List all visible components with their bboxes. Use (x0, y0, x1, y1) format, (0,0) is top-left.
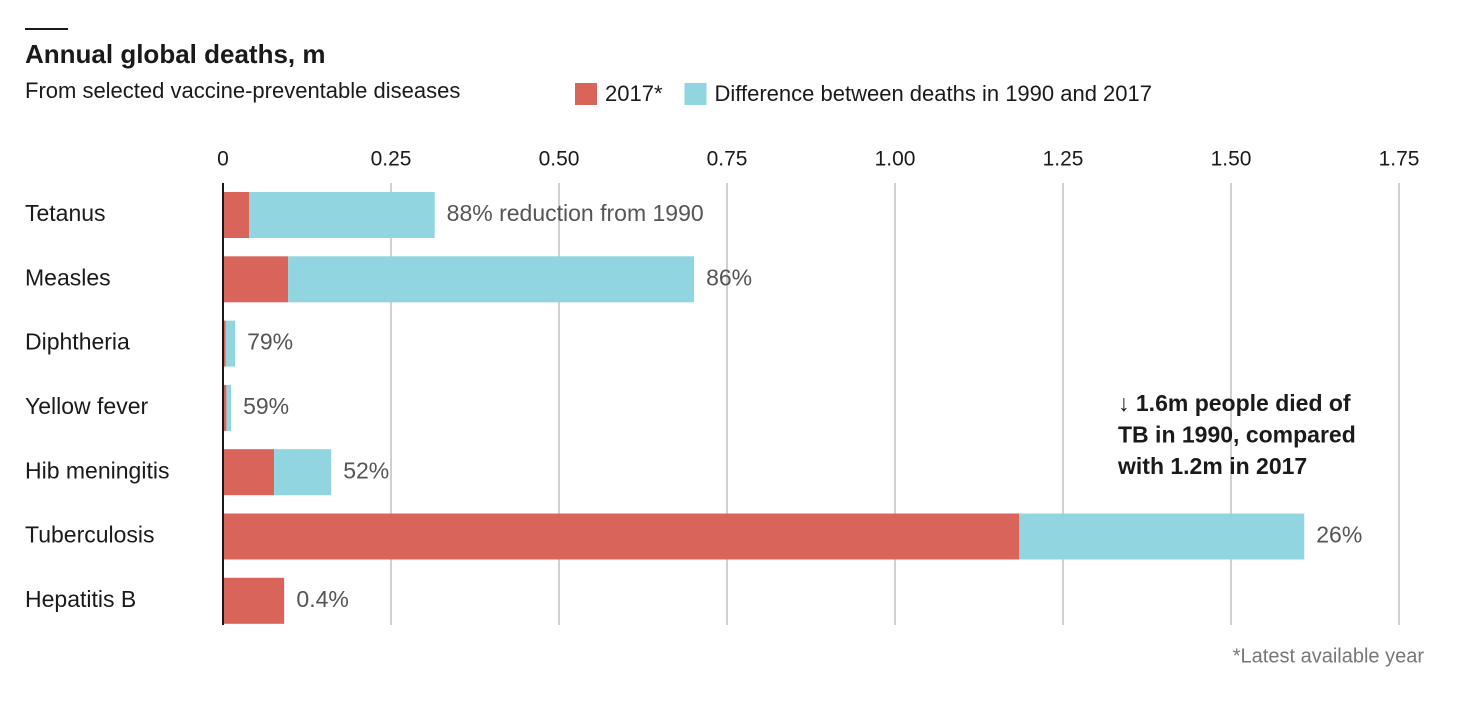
x-tick-label: 0.50 (539, 148, 580, 171)
annotation: TB in 1990, compared (1118, 422, 1356, 448)
y-tick-label: Hepatitis B (25, 586, 136, 612)
chart-subtitle: From selected vaccine-preventable diseas… (25, 78, 460, 103)
bar-segment (288, 256, 695, 303)
bar-segment (1019, 513, 1305, 560)
bar-segment (274, 449, 332, 496)
bar-segment (223, 577, 285, 624)
x-tick-label: 0.75 (707, 148, 748, 171)
x-tick-label: 1.50 (1211, 148, 1252, 171)
legend-swatch (684, 83, 707, 105)
x-tick-label: 1.25 (1043, 148, 1084, 171)
bar-segment (223, 449, 275, 496)
legend-label: Difference between deaths in 1990 and 20… (715, 81, 1153, 106)
annotation: with 1.2m in 2017 (1117, 453, 1307, 479)
reduction-label: 86% (706, 264, 752, 290)
reduction-label: 26% (1316, 522, 1362, 548)
legend-swatch (575, 83, 597, 105)
annotation: ↓ 1.6m people died of (1118, 390, 1351, 416)
reduction-label: 88% reduction from 1990 (447, 200, 704, 226)
x-tick-label: 0.25 (371, 148, 412, 171)
bar-segment (223, 384, 227, 431)
y-tick-label: Yellow fever (25, 393, 149, 419)
reduction-label: 52% (343, 457, 389, 483)
y-tick-label: Diphtheria (25, 329, 130, 355)
y-tick-label: Hib meningitis (25, 457, 169, 483)
bar-segment (223, 320, 226, 367)
legend-label: 2017* (605, 81, 663, 106)
footnote: *Latest available year (1233, 645, 1425, 667)
x-tick-label: 0 (217, 148, 229, 171)
reduction-label: 59% (243, 393, 289, 419)
bar-segment (223, 513, 1020, 560)
bar-segment (223, 256, 289, 303)
y-tick-label: Measles (25, 264, 111, 290)
bar-segment (249, 192, 435, 238)
bar-segment (226, 384, 232, 431)
x-tick-label: 1.75 (1379, 148, 1420, 171)
reduction-label: 0.4% (296, 586, 348, 612)
bar-segment (225, 320, 236, 367)
chart-title: Annual global deaths, m (25, 39, 325, 69)
bar-segment (223, 192, 250, 238)
y-tick-label: Tuberculosis (25, 522, 155, 548)
x-tick-label: 1.00 (875, 148, 916, 171)
y-tick-label: Tetanus (25, 200, 106, 226)
reduction-label: 79% (247, 329, 293, 355)
